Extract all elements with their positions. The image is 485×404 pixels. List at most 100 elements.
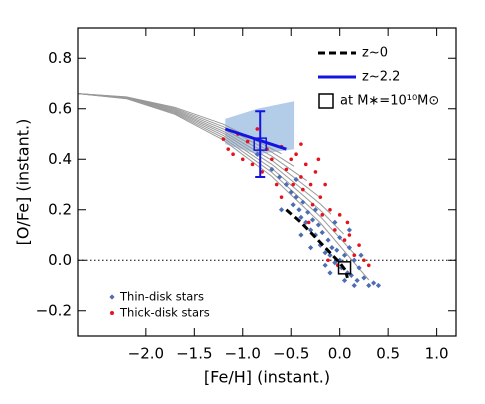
x-tick-label: −1.0 (225, 345, 261, 363)
thin-disk-star (366, 282, 372, 289)
thick-disk-star (333, 228, 337, 232)
thick-disk-star (255, 127, 260, 131)
thick-disk-star (357, 243, 361, 247)
thick-disk-star (313, 170, 318, 174)
thin-disk-star (283, 181, 289, 188)
thin-disk-star (278, 207, 285, 213)
mass-point (253, 137, 267, 151)
y-tick-label: 0.4 (48, 150, 72, 168)
thin-disk-star (337, 257, 343, 263)
thin-disk-star (337, 234, 343, 241)
thick-disk-star (250, 162, 255, 167)
thick-disk-star (245, 139, 250, 144)
thick-disk-star (366, 263, 371, 268)
legend-label: z~0 (362, 46, 388, 61)
thin-disk-star (277, 174, 283, 180)
thick-disk-star (308, 182, 313, 187)
plot-area (78, 93, 456, 289)
legend-label: z~2.2 (362, 70, 400, 85)
frame (77, 27, 457, 337)
thin-disk-star (312, 232, 319, 238)
thick-disk-star (306, 220, 311, 225)
thick-disk-star (352, 253, 357, 258)
thin-disk-star (334, 247, 340, 253)
x-tick-label: −1.5 (176, 345, 212, 363)
x-tick-label: 1.0 (425, 345, 449, 363)
x-tick-label: 0.0 (328, 345, 352, 363)
thin-disk-star (293, 176, 299, 183)
thin-disk-star (327, 270, 333, 276)
thick-disk-star (316, 157, 321, 162)
thin-disk-star (269, 166, 275, 172)
thin-disk-star (371, 280, 377, 286)
thick-disk-star (310, 202, 315, 207)
thin-disk-star (312, 207, 319, 213)
y-tick-label: 0.0 (48, 251, 72, 269)
thick-disk-star (345, 220, 350, 225)
thick-disk-star (221, 137, 226, 141)
thick-disk-star (318, 195, 323, 199)
thick-disk-star (299, 142, 303, 146)
x-axis-label: [Fe/H] (instant.) (204, 368, 330, 387)
thin-disk-star (358, 252, 364, 258)
thin-disk-star (293, 194, 299, 200)
thick-disk-star (289, 157, 294, 162)
thin-disk-star (341, 277, 348, 284)
x-tick-label: −2.0 (128, 345, 164, 363)
thick-disk-star (328, 207, 332, 212)
thin-disk-star (300, 199, 306, 205)
thin-disk-star (319, 229, 325, 236)
y-tick-label: −0.2 (36, 301, 72, 319)
thin-disk-star (296, 207, 302, 213)
trend-line (224, 127, 287, 151)
y-tick-label: 0.6 (48, 99, 72, 117)
thin-disk-star (329, 245, 335, 251)
legend-marker (318, 93, 334, 109)
thin-disk-star (322, 250, 328, 256)
legend-marker (109, 294, 115, 300)
thin-disk-star (315, 222, 321, 228)
thin-disk-star (332, 260, 338, 266)
thick-disk-star (323, 182, 327, 187)
thin-disk-star (341, 252, 348, 258)
legend-label: at M∗=10¹⁰M⊙ (340, 94, 439, 109)
thin-disk-star (254, 151, 260, 157)
thin-disk-star (346, 245, 352, 251)
thick-disk-star (226, 147, 231, 151)
thin-disk-star (303, 219, 309, 225)
thin-disk-star (351, 282, 357, 289)
legend-label: Thin-disk stars (119, 290, 204, 304)
thin-disk-star (308, 227, 314, 233)
thin-disk-star (317, 242, 323, 248)
thick-disk-star (231, 152, 235, 157)
thick-disk-star (279, 195, 284, 199)
thick-disk-star (320, 213, 325, 217)
thick-disk-star (291, 182, 295, 187)
thin-disk-star (356, 265, 362, 271)
thick-disk-star (270, 157, 274, 162)
thin-disk-star (332, 219, 338, 225)
thick-disk-star (337, 213, 342, 217)
legend-label: Thick-disk stars (119, 306, 210, 320)
error-bar (255, 110, 266, 178)
y-tick-label: 0.8 (48, 49, 72, 67)
y-axis-label: [O/Fe] (instant.) (14, 119, 33, 246)
thick-disk-star (342, 238, 347, 242)
thick-disk-star (303, 162, 308, 167)
thick-disk-star (294, 152, 298, 157)
thin-disk-star (290, 202, 296, 208)
thick-disk-star (240, 157, 245, 162)
thin-disk-star (322, 262, 328, 268)
y-tick-label: 0.2 (48, 200, 72, 218)
thin-disk-star (309, 217, 316, 223)
thick-disk-star (274, 182, 279, 187)
mass-point (337, 261, 352, 275)
thin-disk-star (361, 275, 367, 281)
thin-disk-star (308, 245, 314, 251)
thin-disk-star (375, 282, 382, 289)
thin-disk-star (298, 232, 304, 238)
x-tick-label: 0.5 (376, 345, 400, 363)
thick-disk-star (347, 233, 352, 237)
x-tick-label: −0.5 (273, 345, 309, 363)
thick-disk-star (260, 170, 264, 174)
